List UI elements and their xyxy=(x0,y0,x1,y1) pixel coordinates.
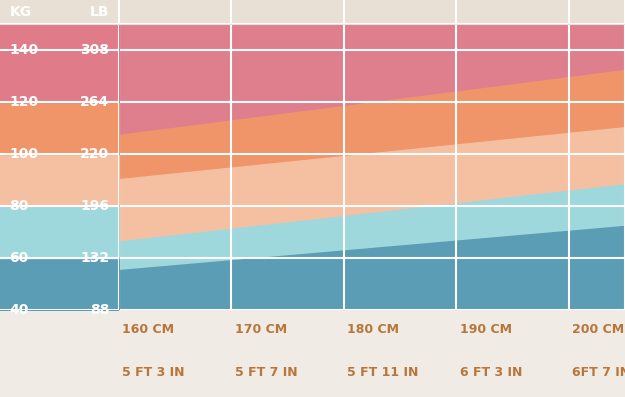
Text: 100: 100 xyxy=(9,147,39,161)
Text: 5 FT 7 IN: 5 FT 7 IN xyxy=(234,366,298,380)
Text: 140: 140 xyxy=(9,43,39,57)
Text: LB: LB xyxy=(90,5,109,19)
Text: 5 FT 11 IN: 5 FT 11 IN xyxy=(347,366,419,380)
Polygon shape xyxy=(119,185,625,271)
Text: 120: 120 xyxy=(9,95,39,109)
Text: 132: 132 xyxy=(80,251,109,265)
Text: 160 CM: 160 CM xyxy=(122,323,174,336)
Text: 40: 40 xyxy=(9,303,29,317)
Polygon shape xyxy=(119,128,625,242)
Text: 88: 88 xyxy=(90,303,109,317)
Text: 6FT 7 IN: 6FT 7 IN xyxy=(572,366,625,380)
Text: KG: KG xyxy=(9,5,32,19)
Polygon shape xyxy=(119,227,625,310)
Text: 308: 308 xyxy=(80,43,109,57)
Text: 200 CM: 200 CM xyxy=(572,323,624,336)
Polygon shape xyxy=(119,71,625,180)
Text: 196: 196 xyxy=(80,199,109,213)
Text: 5 FT 3 IN: 5 FT 3 IN xyxy=(122,366,184,380)
Text: 264: 264 xyxy=(80,95,109,109)
Text: 60: 60 xyxy=(9,251,29,265)
Text: 6 FT 3 IN: 6 FT 3 IN xyxy=(459,366,522,380)
Text: 80: 80 xyxy=(9,199,29,213)
Text: 180 CM: 180 CM xyxy=(347,323,399,336)
Text: 220: 220 xyxy=(80,147,109,161)
Text: 170 CM: 170 CM xyxy=(234,323,287,336)
Polygon shape xyxy=(119,24,625,135)
Text: 190 CM: 190 CM xyxy=(459,323,512,336)
